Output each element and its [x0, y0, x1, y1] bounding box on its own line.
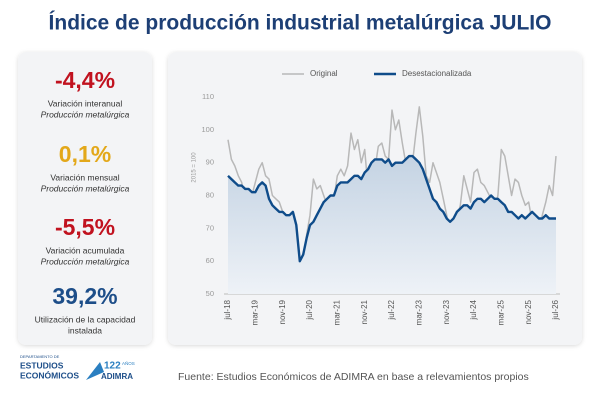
- x-tick-label: mar-25: [496, 299, 505, 325]
- x-tick-label: jul-24: [469, 299, 478, 320]
- kpi-panel: [18, 52, 152, 345]
- x-tick-label: mar-21: [332, 299, 341, 325]
- kpi-label: Utilización de la capacidad: [35, 314, 136, 324]
- y-tick-label: 50: [206, 289, 214, 298]
- logo-text: ECONÓMICOS: [20, 369, 79, 380]
- logo-text: ESTUDIOS: [20, 360, 64, 370]
- y-tick-label: 100: [201, 125, 214, 134]
- x-tick-label: jul-20: [305, 299, 314, 320]
- y-axis-label: 2015 = 100: [192, 152, 198, 183]
- kpi-value: -4,4%: [55, 67, 115, 93]
- x-tick-label: mar-23: [414, 299, 423, 325]
- kpi-value: 0,1%: [59, 141, 111, 167]
- x-tick-label: nov-23: [442, 299, 451, 324]
- kpi-value: -5,5%: [55, 214, 115, 240]
- logo-text: DEPARTAMENTO DE: [20, 354, 60, 359]
- logo-icon: [86, 362, 104, 380]
- x-tick-label: mar-19: [250, 299, 259, 325]
- x-tick-label: nov-21: [360, 299, 369, 324]
- x-tick-label: jul-18: [223, 299, 232, 320]
- line: [227, 154, 556, 263]
- logo-text: AÑOS: [122, 360, 135, 366]
- x-tick-label: jul-22: [387, 299, 396, 320]
- area: [228, 156, 556, 294]
- logo-text: ADIMRA: [101, 372, 133, 381]
- kpi-label: Variación acumulada: [46, 245, 125, 255]
- x-tick-label: nov-19: [278, 299, 287, 324]
- kpi-label: Variación interanual: [48, 98, 123, 108]
- kpi-sublabel: Producción metalúrgica: [41, 109, 130, 119]
- source: Fuente: Estudios Económicos de ADIMRA en…: [178, 371, 529, 383]
- y-tick-label: 90: [206, 158, 214, 167]
- kpi-sublabel: Producción metalúrgica: [41, 256, 130, 266]
- legend-label: Desestacionalizada: [402, 69, 472, 78]
- kpi-label: Variación mensual: [50, 172, 119, 182]
- legend-label: Original: [310, 69, 338, 78]
- x-tick-label: nov-25: [524, 299, 533, 324]
- kpi-sublabel: Producción metalúrgica: [41, 183, 130, 193]
- y-tick-label: 80: [206, 190, 214, 199]
- kpi-sublabel: instalada: [68, 325, 102, 335]
- x-tick-label: jul-26: [551, 299, 560, 320]
- kpi-value: 39,2%: [52, 283, 117, 309]
- y-tick-label: 110: [202, 92, 214, 101]
- logo-text: 122: [104, 361, 121, 372]
- title: Índice de producción industrial metalúrg…: [49, 12, 552, 35]
- y-tick-label: 60: [206, 256, 214, 265]
- y-tick-label: 70: [206, 223, 214, 232]
